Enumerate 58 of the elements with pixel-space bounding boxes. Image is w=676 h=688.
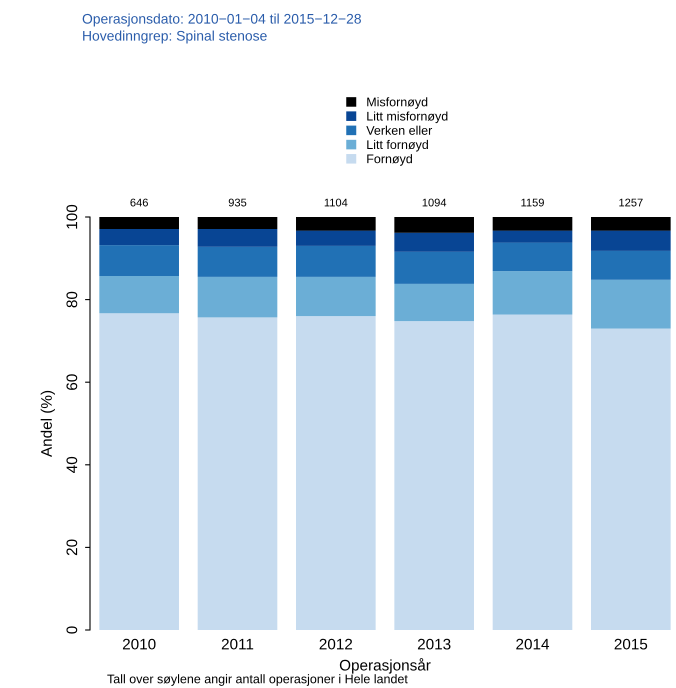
bar (198, 246, 278, 277)
bar (492, 230, 572, 243)
legend-label: Fornøyd (367, 154, 412, 166)
bar (99, 228, 179, 246)
bar (394, 284, 474, 322)
bar (591, 250, 671, 280)
bar (394, 217, 474, 233)
bar (591, 280, 671, 329)
bar (492, 314, 572, 630)
annotation: 1257 (619, 198, 643, 206)
y-tick-label: 60 (66, 374, 78, 390)
bar (591, 230, 671, 251)
bar (198, 217, 278, 229)
chart-title: Operasjonsdato: 2010−01−04 til 2015−12−28 (82, 14, 361, 26)
bar (394, 232, 474, 252)
y-tick-label: 40 (66, 456, 78, 473)
text: Tall over søylene angir antall operasjoner i Hele landet (107, 674, 408, 686)
bar (99, 217, 179, 229)
bar (198, 317, 278, 630)
bar (394, 252, 474, 284)
x-tick-label: 2011 (222, 638, 254, 650)
bar (492, 242, 572, 272)
bar (591, 328, 671, 630)
bar (198, 276, 278, 318)
bar (296, 316, 376, 630)
x-axis-title: Operasjonsår (340, 658, 431, 674)
y-tick-label: 100 (66, 204, 78, 229)
annotation: 935 (228, 198, 246, 206)
bar (99, 276, 179, 314)
bar (492, 217, 572, 231)
legend-label: Litt fornøyd (367, 140, 428, 152)
bar (591, 217, 671, 231)
x-tick-label: 2010 (122, 638, 156, 650)
y-tick-label: 20 (66, 540, 78, 556)
annotation: 1094 (422, 198, 446, 206)
x-tick-label: 2014 (516, 638, 550, 650)
x-tick-label: 2013 (418, 638, 450, 650)
legend-label: Verken eller (366, 126, 432, 135)
bar (99, 245, 179, 276)
annotation: 646 (130, 198, 148, 206)
y-tick-label: 80 (66, 292, 78, 308)
bar (296, 217, 376, 231)
bar (198, 228, 278, 247)
chart-subtitle: Hovedinngrep: Spinal stenose (83, 30, 267, 44)
legend-label: Litt misfornøyd (367, 111, 448, 124)
x-tick-label: 2012 (320, 638, 352, 650)
legend-label: Misfornøyd (367, 97, 428, 109)
bar (296, 246, 376, 277)
bar (296, 230, 376, 246)
x-tick-label: 2015 (614, 638, 648, 650)
annotation: 1104 (324, 198, 348, 206)
y-axis-title: Andel (%) (40, 390, 55, 458)
bar (99, 313, 179, 630)
annotation: 1159 (521, 198, 544, 206)
y-tick-label: 0 (66, 626, 78, 634)
bar (394, 321, 474, 630)
bar (492, 271, 572, 314)
bar (296, 276, 376, 316)
